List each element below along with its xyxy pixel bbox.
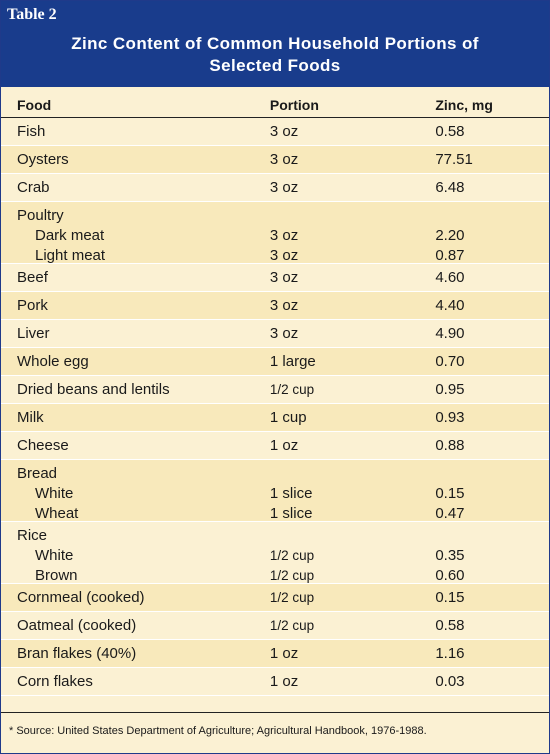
zinc-value: 0.95 [435, 381, 465, 398]
portion-value: 3 oz [269, 269, 299, 286]
food-group-label: Poultry [17, 207, 64, 224]
food-name: White [35, 547, 74, 564]
food-name: Wheat [35, 505, 79, 522]
table-row: Corn flakes 1 oz 0.03 [1, 668, 549, 696]
food-name: Dried beans and lentils [17, 381, 170, 398]
table-row: Pork 3 oz 4.40 [1, 292, 549, 320]
portion-value: 3 oz [269, 247, 299, 264]
column-header-portion: Portion [269, 97, 319, 113]
food-name: Light meat [35, 247, 106, 264]
column-header-zinc: Zinc, mg [435, 97, 493, 113]
food-name: Cheese [17, 437, 69, 454]
portion-value: 3 oz [269, 179, 299, 196]
food-name: Dark meat [35, 227, 105, 244]
column-headers: Food Portion Zinc, mg [1, 87, 549, 118]
food-name: Milk [17, 409, 44, 426]
zinc-value: 0.58 [435, 123, 465, 140]
zinc-value: 0.87 [435, 247, 465, 264]
portion-value: 1 slice [269, 485, 313, 502]
table-header: Table 2 Zinc Content of Common Household… [1, 1, 549, 87]
food-name: Whole egg [17, 353, 89, 370]
food-name: Corn flakes [17, 673, 93, 690]
table-row: Cornmeal (cooked) 1/2 cup 0.15 [1, 584, 549, 612]
table-row: Poultry Dark meat Light meat 3 oz 3 oz 2.20… [1, 202, 549, 264]
table-title: Zinc Content of Common Household Portion… [71, 34, 479, 75]
food-group-label: Bread [17, 465, 58, 482]
portion-value: 1/2 cup [269, 618, 315, 633]
portion-value: 1 large [269, 353, 316, 370]
food-name: Beef [17, 269, 48, 286]
table-row: Milk 1 cup 0.93 [1, 404, 549, 432]
table-row: Bran flakes (40%) 1 oz 1.16 [1, 640, 549, 668]
food-name: Fish [17, 123, 46, 140]
food-name: Crab [17, 179, 50, 196]
zinc-value: 1.16 [435, 645, 465, 662]
zinc-value: 0.15 [435, 589, 465, 606]
table-row: Fish 3 oz 0.58 [1, 118, 549, 146]
zinc-value: 77.51 [435, 151, 473, 168]
zinc-value: 4.60 [435, 269, 465, 286]
food-name: Cornmeal (cooked) [17, 589, 145, 606]
zinc-value: 6.48 [435, 179, 465, 196]
zinc-value: 0.03 [435, 673, 465, 690]
portion-value: 1/2 cup [269, 548, 315, 563]
portion-value: 1 oz [269, 437, 299, 454]
zinc-value: 0.15 [435, 485, 465, 502]
zinc-value: 0.70 [435, 353, 465, 370]
table-row: Crab 3 oz 6.48 [1, 174, 549, 202]
table-row: Liver 3 oz 4.90 [1, 320, 549, 348]
portion-value: 1/2 cup [269, 590, 315, 605]
zinc-value: 0.47 [435, 505, 465, 522]
table-row: Oatmeal (cooked) 1/2 cup 0.58 [1, 612, 549, 640]
table-row: Bread White Wheat 1 slice 1 slice 0.15 0.47 [1, 460, 549, 522]
table-row: Whole egg 1 large 0.70 [1, 348, 549, 376]
table-row: Dried beans and lentils 1/2 cup 0.95 [1, 376, 549, 404]
portion-value: 3 oz [269, 123, 299, 140]
zinc-value: 0.58 [435, 617, 465, 634]
portion-value: 1 cup [269, 409, 307, 426]
table-label: Table 2 [7, 6, 57, 23]
food-name: Oatmeal (cooked) [17, 617, 137, 634]
zinc-value: 0.35 [435, 547, 465, 564]
food-name: Oysters [17, 151, 69, 168]
zinc-value: 0.93 [435, 409, 465, 426]
food-group-label: Rice [17, 527, 48, 544]
zinc-value: 4.90 [435, 325, 465, 342]
food-name: White [35, 485, 74, 502]
portion-value: 3 oz [269, 297, 299, 314]
table-body: Fish 3 oz 0.58 Oysters 3 oz 77.51 Crab 3 oz 6.48… [1, 118, 549, 696]
portion-value: 1 oz [269, 673, 299, 690]
portion-value: 3 oz [269, 227, 299, 244]
food-name: Pork [17, 297, 48, 314]
portion-value: 3 oz [269, 151, 299, 168]
table-row: Beef 3 oz 4.60 [1, 264, 549, 292]
zinc-value: 0.88 [435, 437, 465, 454]
portion-value: 3 oz [269, 325, 299, 342]
zinc-value: 0.60 [435, 567, 465, 584]
food-name: Brown [35, 567, 78, 584]
portion-value: 1 oz [269, 645, 299, 662]
footnote: * Source: United States Department of Ag… [1, 712, 549, 753]
zinc-value: 2.20 [435, 227, 465, 244]
food-name: Bran flakes (40%) [17, 645, 137, 662]
portion-value: 1 slice [269, 505, 313, 522]
portion-value: 1/2 cup [269, 568, 315, 583]
column-header-food: Food [17, 97, 52, 113]
table-row: Oysters 3 oz 77.51 [1, 146, 549, 174]
portion-value: 1/2 cup [269, 382, 315, 397]
zinc-value: 4.40 [435, 297, 465, 314]
table-row: Cheese 1 oz 0.88 [1, 432, 549, 460]
food-name: Liver [17, 325, 50, 342]
table-row: Rice White Brown 1/2 cup 1/2 cup 0.35 0.60 [1, 522, 549, 584]
